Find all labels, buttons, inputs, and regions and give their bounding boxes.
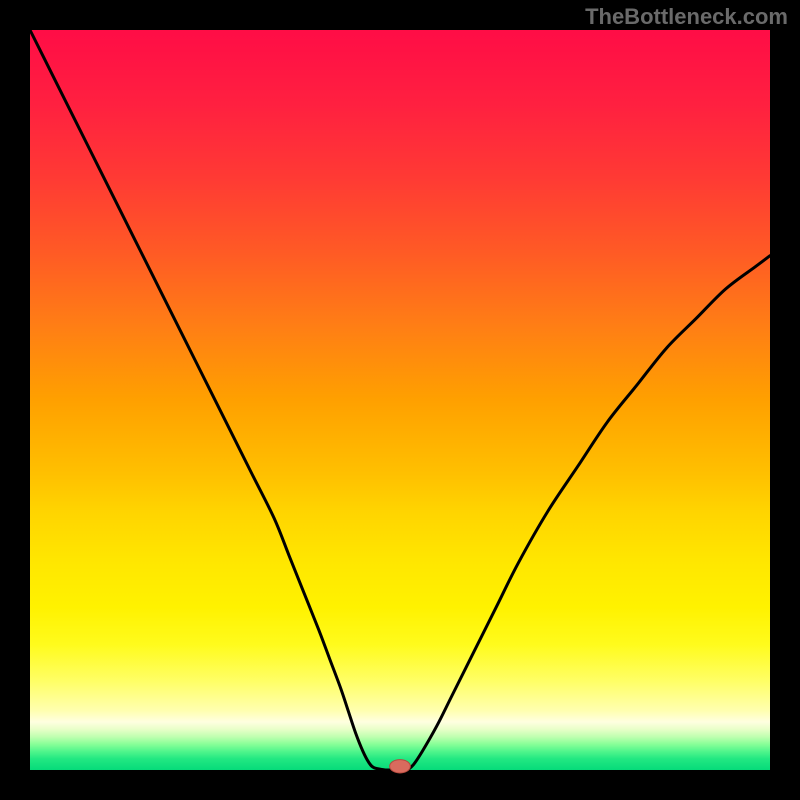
- optimum-marker: [390, 760, 411, 773]
- plot-gradient-background: [30, 30, 770, 770]
- bottleneck-chart: [0, 0, 800, 800]
- chart-root: { "watermark": { "text": "TheBottleneck.…: [0, 0, 800, 800]
- watermark-text: TheBottleneck.com: [585, 4, 788, 30]
